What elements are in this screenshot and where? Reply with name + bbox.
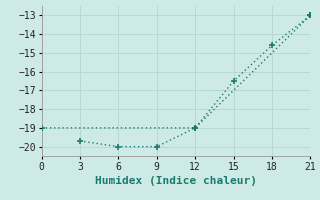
X-axis label: Humidex (Indice chaleur): Humidex (Indice chaleur) (95, 176, 257, 186)
